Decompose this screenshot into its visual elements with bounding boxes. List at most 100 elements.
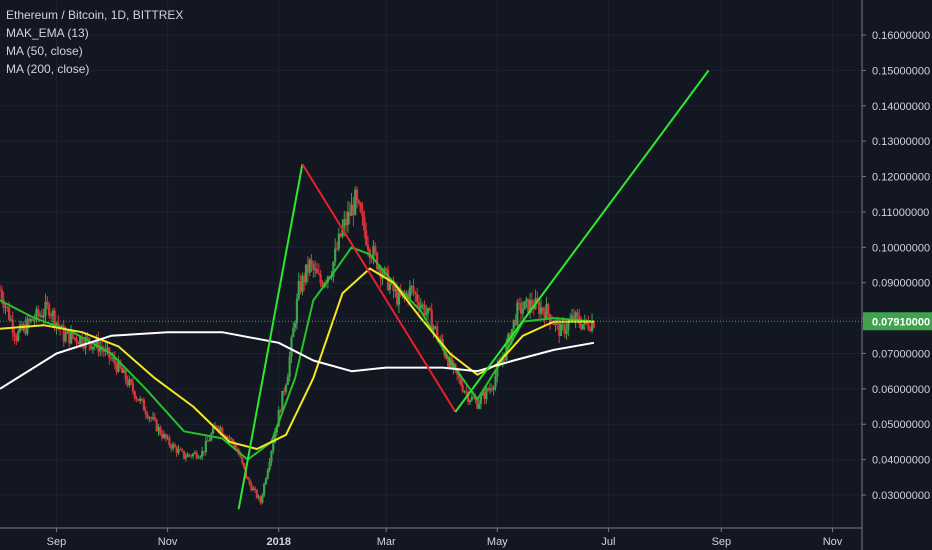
candle-body: [570, 315, 574, 320]
candle-body: [144, 410, 147, 415]
candle-body: [519, 302, 523, 314]
candle-body: [468, 400, 472, 402]
candle-body: [461, 385, 464, 392]
candle-body: [416, 294, 419, 303]
candle-body: [492, 387, 495, 390]
candle-body: [24, 324, 27, 334]
candle-body: [561, 324, 564, 326]
candle-body: [82, 345, 85, 348]
candle-body: [95, 338, 98, 346]
candle-body: [286, 376, 289, 385]
candle-body: [419, 305, 422, 309]
candle-body: [228, 437, 231, 439]
candle-body: [574, 312, 577, 321]
candle-body: [565, 330, 568, 335]
indicator-ema-label[interactable]: MAK_EMA (13): [6, 26, 89, 40]
trend-line: [454, 69, 710, 413]
candle-body: [559, 324, 563, 337]
candle-body: [321, 283, 324, 288]
indicator-ma50-label[interactable]: MA (50, close): [6, 44, 83, 58]
candle-body: [64, 333, 67, 342]
candle-body: [310, 259, 313, 264]
y-tick-label: 0.04000000: [872, 455, 930, 467]
candle-body: [4, 306, 7, 308]
candle-body: [445, 355, 448, 360]
candle-body: [201, 451, 204, 457]
candle-body: [142, 399, 146, 411]
candle-body: [84, 336, 87, 348]
candle-body: [423, 304, 426, 316]
candle-body: [339, 233, 342, 237]
candle-body: [312, 263, 315, 270]
candle-body: [122, 369, 125, 373]
candle-body: [190, 455, 193, 457]
candle-body: [359, 203, 362, 212]
candle-body: [137, 398, 140, 401]
candle-body: [481, 391, 484, 396]
candle-body: [396, 289, 399, 305]
candle-body: [388, 283, 391, 291]
candle-body: [374, 246, 377, 253]
candle-body: [253, 488, 257, 490]
candle-body: [301, 275, 304, 292]
candle-body: [303, 275, 306, 283]
candle-body: [297, 281, 300, 299]
candle-body: [352, 204, 355, 215]
candle-body: [541, 307, 544, 312]
candle-body: [348, 211, 351, 216]
candle-body: [459, 377, 462, 386]
candle-body: [273, 432, 277, 443]
candle-body: [441, 339, 444, 347]
candle-body: [115, 364, 118, 372]
candle-body: [399, 292, 402, 296]
candle-body: [474, 398, 477, 401]
candle-body: [164, 434, 167, 439]
candle-body: [496, 365, 499, 377]
indicator-ma200-label[interactable]: MA (200, close): [6, 62, 90, 76]
candle-body: [476, 400, 479, 409]
candle-body: [572, 315, 575, 321]
candle-body: [589, 328, 592, 331]
candle-body: [243, 463, 246, 469]
candle-body: [507, 334, 510, 344]
candle-body: [255, 489, 258, 498]
candle-body: [170, 445, 173, 449]
candle-body: [290, 337, 293, 357]
candle-body: [410, 286, 413, 288]
candle-body: [79, 337, 82, 345]
candle-body: [175, 447, 178, 454]
candle-body: [68, 331, 71, 344]
candle-body: [75, 338, 78, 343]
candle-body: [44, 301, 47, 316]
candle-body: [457, 374, 461, 378]
candle-body: [206, 440, 209, 442]
candle-body: [55, 322, 58, 327]
candle-body: [372, 246, 375, 259]
last-price-label: 0.07910000: [872, 316, 930, 328]
candle-body: [581, 324, 585, 329]
candle-body: [350, 204, 353, 216]
candle-body: [470, 396, 473, 401]
candle-body: [48, 304, 51, 316]
candle-body: [135, 398, 138, 400]
candle-body: [46, 301, 49, 305]
candlesticks: [0, 186, 595, 505]
candle-body: [57, 322, 60, 326]
symbol-title[interactable]: Ethereum / Bitcoin, 1D, BITTREX: [6, 8, 184, 22]
candle-body: [472, 396, 475, 399]
trend-lines: [237, 69, 710, 510]
candle-body: [131, 383, 135, 392]
candle-body: [414, 292, 417, 295]
candle-body: [53, 310, 56, 327]
candle-body: [567, 321, 570, 331]
candle-body: [186, 454, 189, 458]
candle-body: [370, 257, 373, 259]
candle-body: [182, 451, 186, 459]
candle-body: [42, 315, 45, 318]
candle-body: [366, 244, 370, 250]
candle-body: [37, 308, 40, 316]
candle-body: [363, 216, 366, 231]
x-tick-label: Nov: [823, 536, 843, 548]
candle-body: [294, 323, 297, 328]
